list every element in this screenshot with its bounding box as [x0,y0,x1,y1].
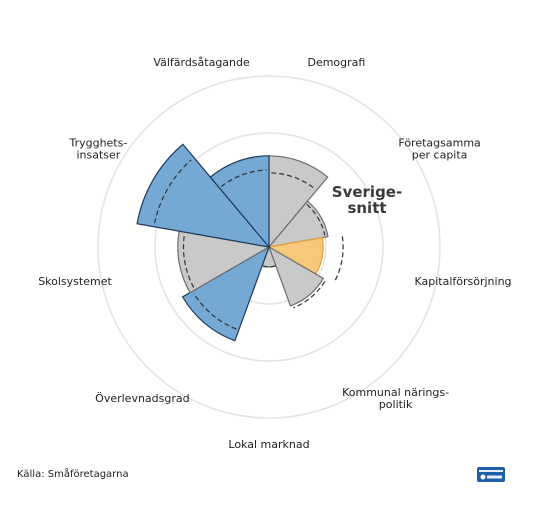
category-label-7: Trygghets-insatser [68,137,127,162]
average-arc-4 [262,265,276,268]
category-label-1: Företagsamma per capita [398,137,480,162]
average-arc-0 [271,172,316,190]
sector-5 [181,245,271,342]
average-arc-2 [333,236,344,283]
sector-6 [177,230,271,294]
average-arc-1 [306,204,326,236]
source-note: Källa: Småföretagarna [17,469,129,480]
sector-3 [267,245,325,307]
category-label-3: Kommunal närings-politik [342,386,449,411]
smaforetagarna-logo [477,467,505,482]
category-label-5: Överlevnadsgrad [95,392,189,405]
sector-1 [267,200,329,248]
category-labels: Demografi Företagsamma per capita Kapitalfö… [38,56,511,451]
sector-7 [136,143,271,248]
average-arc-3 [293,281,326,309]
category-label-0: Demografi [307,56,365,69]
average-outline [154,159,344,330]
average-arc-6 [182,234,195,288]
sector-0 [268,155,329,249]
category-label-8: Välfärdsåtagande [153,56,250,69]
average-label-text: Sverige-snitt [332,183,402,217]
category-label-2: Kapitalförsörjning [414,275,511,288]
average-arc-5 [193,293,237,330]
grid-ring [97,75,441,419]
sectors [136,143,329,342]
average-arc-7 [154,159,192,224]
average-label: Sverige-snitt [332,183,402,217]
average-arc-8 [220,169,267,188]
category-label-6: Skolsystemet [38,275,112,288]
sector-8 [209,155,270,249]
category-label-4: Lokal marknad [228,438,309,451]
grid-ring [154,132,384,362]
